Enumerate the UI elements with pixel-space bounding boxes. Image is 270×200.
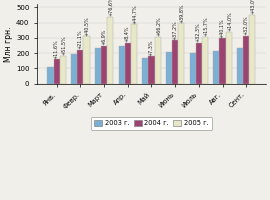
Text: +7,3%: +7,3% — [148, 39, 153, 56]
Text: +51,5%: +51,5% — [61, 36, 66, 55]
Bar — [237, 48, 243, 84]
Text: +44,7%: +44,7% — [132, 4, 137, 24]
Text: +40,1%: +40,1% — [220, 18, 224, 38]
Bar — [60, 56, 66, 84]
Bar — [83, 36, 90, 84]
Bar — [125, 43, 131, 84]
Bar — [48, 67, 54, 84]
Text: +37,2%: +37,2% — [172, 20, 177, 40]
Bar — [243, 36, 249, 84]
Text: +21,1%: +21,1% — [77, 30, 82, 49]
Text: +76,6%: +76,6% — [108, 0, 113, 16]
Y-axis label: Млн грн.: Млн грн. — [4, 26, 13, 62]
Text: +14,0%: +14,0% — [227, 12, 232, 31]
Bar — [95, 48, 101, 84]
Bar — [196, 43, 202, 84]
Bar — [148, 56, 154, 84]
Text: +6,9%: +6,9% — [101, 29, 106, 45]
Text: +43,0%: +43,0% — [251, 0, 255, 14]
Text: +15,7%: +15,7% — [203, 16, 208, 36]
Text: +11,6%: +11,6% — [54, 39, 59, 59]
Bar — [172, 40, 178, 84]
Bar — [131, 24, 137, 84]
Bar — [226, 32, 232, 84]
Bar — [142, 58, 149, 84]
Bar — [166, 52, 172, 84]
Bar — [71, 54, 77, 84]
Text: +32,0%: +32,0% — [243, 15, 248, 35]
Text: +32,3%: +32,3% — [196, 23, 201, 42]
Text: +8,4%: +8,4% — [125, 26, 130, 42]
Bar — [54, 59, 60, 84]
Bar — [220, 38, 226, 84]
Bar — [213, 51, 220, 84]
Legend: 2003 г., 2004 г., 2005 г.: 2003 г., 2004 г., 2005 г. — [91, 117, 212, 130]
Bar — [119, 46, 125, 84]
Bar — [77, 50, 83, 84]
Bar — [249, 15, 255, 84]
Text: +66,2%: +66,2% — [156, 17, 161, 36]
Bar — [202, 37, 208, 84]
Text: +40,5%: +40,5% — [85, 16, 90, 36]
Bar — [190, 53, 196, 84]
Bar — [154, 37, 161, 84]
Bar — [107, 17, 113, 84]
Bar — [101, 46, 107, 84]
Bar — [178, 23, 184, 84]
Text: +39,8%: +39,8% — [180, 3, 184, 23]
